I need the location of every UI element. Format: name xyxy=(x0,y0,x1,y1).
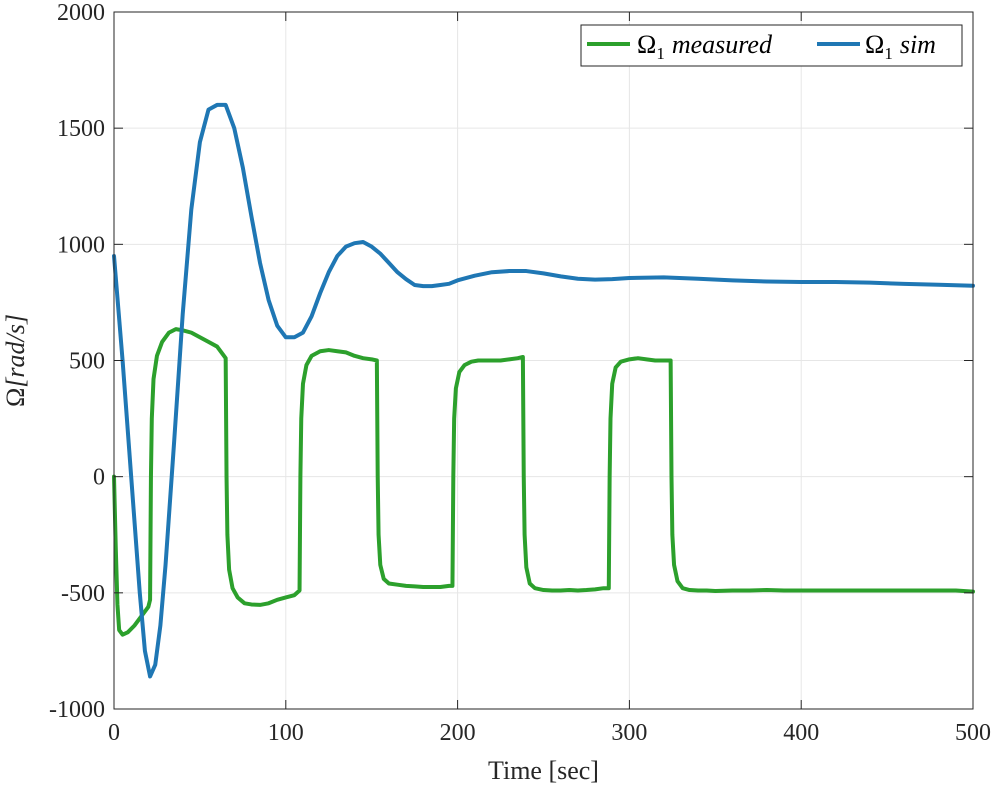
legend-entry-measured-rest: measured xyxy=(672,30,773,59)
series-line-sim xyxy=(112,102,975,679)
x-tick-label: 500 xyxy=(955,720,991,746)
series-line-measured xyxy=(112,327,975,637)
y-tick-label: 1500 xyxy=(57,116,105,142)
x-tick-label: 400 xyxy=(783,720,819,746)
series-layer xyxy=(112,102,975,679)
tick-label-layer: 0 100 200 300 400 500 -1000 -500 0 500 1000 1500 200… xyxy=(49,0,991,746)
y-axis-label-symbol: Ω xyxy=(1,388,30,407)
legend-entry-sim-base: Ω xyxy=(865,30,884,59)
y-tick-label: 1000 xyxy=(57,232,105,258)
tick-layer xyxy=(113,11,974,710)
y-tick-label: 500 xyxy=(69,349,105,375)
y-tick-label: 0 xyxy=(93,465,105,491)
legend-entry-sim-sub: 1 xyxy=(884,44,893,63)
x-axis-label: Time [sec] xyxy=(488,756,599,785)
legend-entry-measured-sub: 1 xyxy=(656,44,665,63)
legend: Ω1 measured Ω1 sim xyxy=(580,24,963,67)
legend-box xyxy=(580,24,963,67)
legend-entry-measured-base: Ω xyxy=(637,30,656,59)
y-tick-label: -500 xyxy=(61,581,105,607)
y-tick-label: -1000 xyxy=(49,697,105,723)
grid-lines xyxy=(114,12,973,709)
x-tick-label: 100 xyxy=(268,720,304,746)
x-tick-label: 0 xyxy=(108,720,120,746)
y-axis-label-unit: [rad/s] xyxy=(1,314,30,388)
legend-entry-sim: Ω1 sim xyxy=(865,30,936,63)
y-tick-label: 2000 xyxy=(57,0,105,26)
x-tick-label: 200 xyxy=(440,720,476,746)
legend-entry-measured: Ω1 measured xyxy=(637,30,773,63)
legend-entry-sim-rest: sim xyxy=(900,30,936,59)
x-tick-label: 300 xyxy=(611,720,647,746)
y-axis-label: Ω[rad/s] xyxy=(1,314,30,407)
